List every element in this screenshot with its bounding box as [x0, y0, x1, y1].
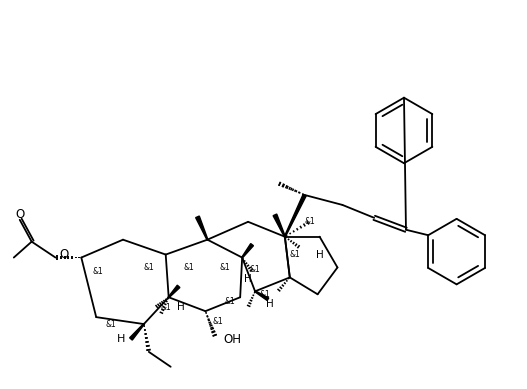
Text: H: H: [244, 274, 252, 284]
Text: &1: &1: [213, 317, 223, 326]
Polygon shape: [196, 216, 208, 240]
Text: H: H: [177, 302, 184, 312]
Text: &1: &1: [250, 265, 260, 274]
Text: &1: &1: [143, 263, 154, 272]
Text: &1: &1: [304, 217, 315, 226]
Polygon shape: [168, 285, 180, 298]
Text: H: H: [117, 334, 125, 344]
Text: H: H: [316, 250, 324, 259]
Text: &1: &1: [220, 263, 231, 272]
Polygon shape: [285, 194, 306, 237]
Text: &1: &1: [183, 263, 194, 272]
Text: OH: OH: [223, 333, 241, 347]
Polygon shape: [273, 214, 285, 237]
Polygon shape: [242, 244, 253, 258]
Text: &1: &1: [93, 267, 104, 276]
Text: &1: &1: [225, 297, 236, 306]
Polygon shape: [255, 291, 269, 301]
Text: &1: &1: [260, 290, 270, 299]
Polygon shape: [130, 324, 144, 340]
Text: O: O: [60, 248, 69, 261]
Text: O: O: [15, 209, 24, 221]
Text: &1: &1: [160, 303, 171, 312]
Text: &1: &1: [106, 320, 116, 329]
Text: &1: &1: [289, 250, 300, 259]
Text: H: H: [266, 299, 274, 309]
